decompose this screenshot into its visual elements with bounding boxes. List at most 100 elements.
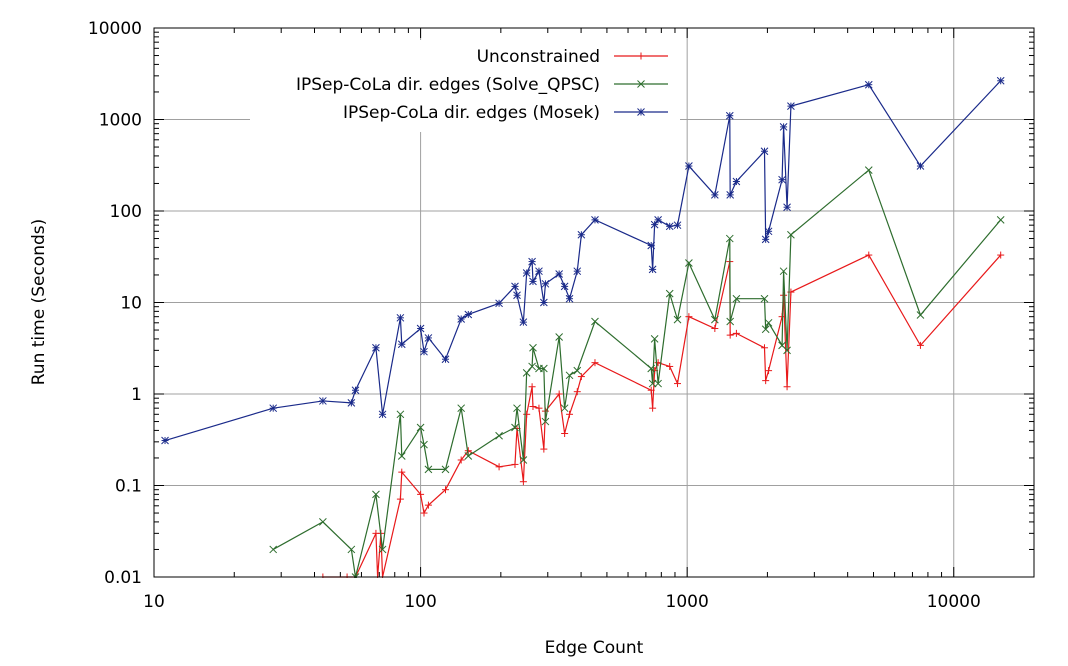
data-point <box>710 315 719 324</box>
x-tick-label: 100 <box>404 592 436 612</box>
y-tick-label: 0.01 <box>104 568 142 588</box>
data-point <box>464 310 473 319</box>
data-point <box>319 518 327 526</box>
y-tick-label: 100 <box>110 202 142 222</box>
data-point <box>732 329 740 337</box>
data-point <box>764 318 773 327</box>
y-tick-label: 10000 <box>88 19 142 39</box>
data-point <box>566 410 574 418</box>
data-point <box>865 251 873 259</box>
data-point <box>396 410 405 419</box>
data-point <box>347 399 356 407</box>
data-point <box>665 289 674 298</box>
data-point <box>565 371 574 380</box>
data-point <box>378 545 387 554</box>
data-point <box>161 436 169 445</box>
data-point <box>725 234 734 243</box>
data-point <box>420 440 428 449</box>
x-axis-ticks: 10 100 1000 10000 <box>143 28 981 612</box>
data-point <box>441 465 450 474</box>
data-point <box>647 241 656 250</box>
data-point <box>778 175 786 184</box>
series-line <box>164 80 1002 442</box>
data-point <box>457 315 466 323</box>
data-point <box>441 486 449 494</box>
data-point <box>565 294 574 303</box>
data-point <box>711 324 719 332</box>
legend-label: Unconstrained <box>477 47 600 67</box>
data-point <box>420 347 428 356</box>
legend-background <box>250 40 680 132</box>
data-point <box>416 423 425 432</box>
data-point <box>725 111 734 120</box>
legend-label: IPSep-CoLa dir. edges (Solve_QPSC) <box>296 75 600 95</box>
data-point <box>397 452 406 460</box>
data-point <box>760 294 769 303</box>
data-point <box>647 364 656 373</box>
data-point <box>424 465 433 474</box>
data-point <box>519 456 528 464</box>
data-point <box>685 313 693 321</box>
data-point <box>441 355 450 364</box>
data-point <box>591 359 599 367</box>
data-point <box>761 325 770 334</box>
data-point <box>424 501 432 509</box>
data-point <box>519 478 527 486</box>
data-point <box>457 456 465 464</box>
data-point <box>997 251 1005 259</box>
data-point <box>561 430 569 438</box>
data-point <box>916 311 925 319</box>
data-point <box>495 431 503 440</box>
data-point <box>779 267 788 276</box>
data-point <box>535 404 543 412</box>
data-point <box>665 222 674 231</box>
x-tick-label: 1000 <box>666 592 709 612</box>
data-point <box>864 80 873 89</box>
minor-ticks <box>154 28 1034 577</box>
data-point <box>555 270 564 278</box>
y-tick-label: 10 <box>120 294 142 314</box>
data-point <box>573 388 581 396</box>
data-point <box>650 335 659 343</box>
data-point <box>529 343 537 352</box>
data-point <box>726 331 734 339</box>
data-point <box>916 162 925 170</box>
data-point <box>673 221 682 230</box>
series-2 <box>269 166 1005 578</box>
data-point <box>523 410 531 418</box>
data-point <box>319 397 327 405</box>
data-point <box>513 291 521 300</box>
data-point <box>511 460 519 468</box>
series-layer <box>161 76 1005 578</box>
data-point <box>685 162 693 170</box>
data-point <box>666 362 674 370</box>
data-point <box>378 410 387 419</box>
data-point <box>685 259 693 267</box>
data-point <box>513 404 521 413</box>
data-point <box>787 230 795 239</box>
data-point <box>539 364 548 373</box>
data-point <box>647 386 655 394</box>
data-point <box>528 257 536 266</box>
y-axis-title: Run time (Seconds) <box>29 219 49 386</box>
x-axis-title: Edge Count <box>545 638 644 658</box>
data-point <box>916 341 924 349</box>
data-point <box>577 230 586 239</box>
data-point <box>996 216 1005 224</box>
data-point <box>648 265 657 274</box>
legend-label: IPSep-CoLa dir. edges (Mosek) <box>343 103 600 123</box>
data-point <box>783 203 791 212</box>
data-point <box>654 216 662 224</box>
data-point <box>541 279 550 288</box>
data-point <box>649 404 657 412</box>
series-line <box>322 254 1002 578</box>
data-point <box>535 267 543 276</box>
data-point <box>732 177 741 186</box>
legend-item: IPSep-CoLa dir. edges (Solve_QPSC) <box>296 75 668 95</box>
data-point <box>522 269 531 277</box>
data-point <box>650 220 659 229</box>
data-point <box>762 377 770 385</box>
data-point <box>573 267 582 276</box>
data-point <box>396 313 405 322</box>
